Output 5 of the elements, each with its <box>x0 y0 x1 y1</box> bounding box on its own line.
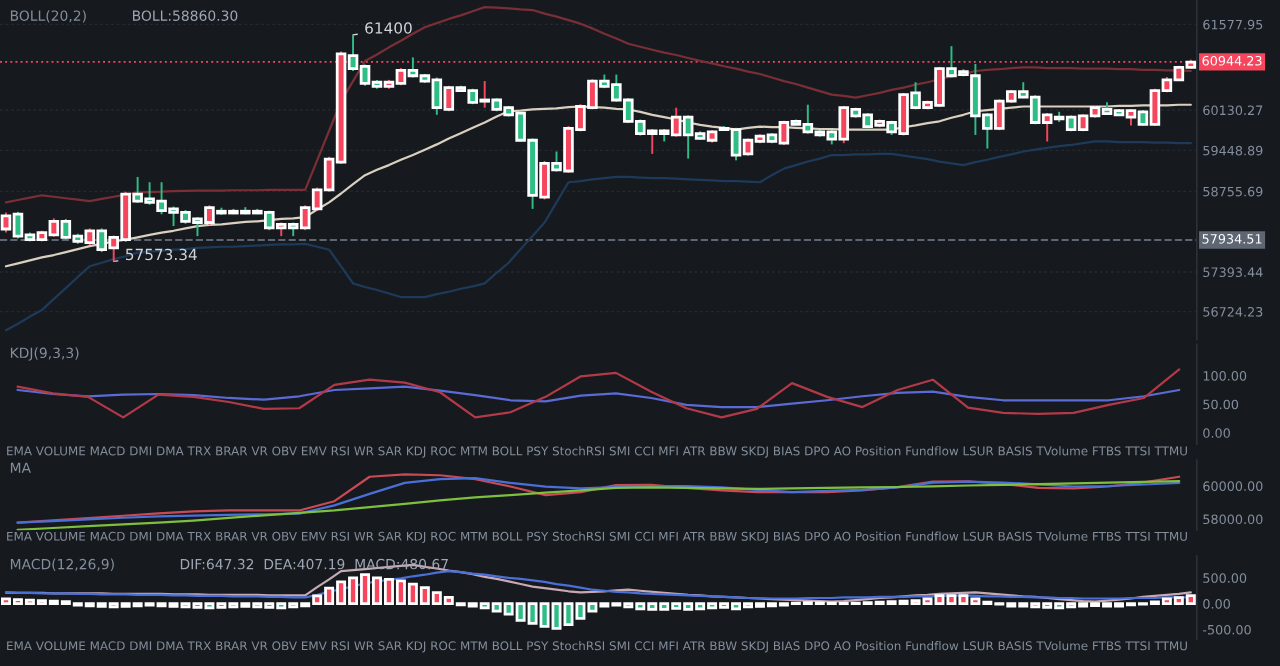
line-series <box>4 570 1192 600</box>
line-series <box>16 385 1181 409</box>
line-series <box>16 368 1181 419</box>
line-series <box>4 140 1192 332</box>
line-series <box>4 5 1192 204</box>
